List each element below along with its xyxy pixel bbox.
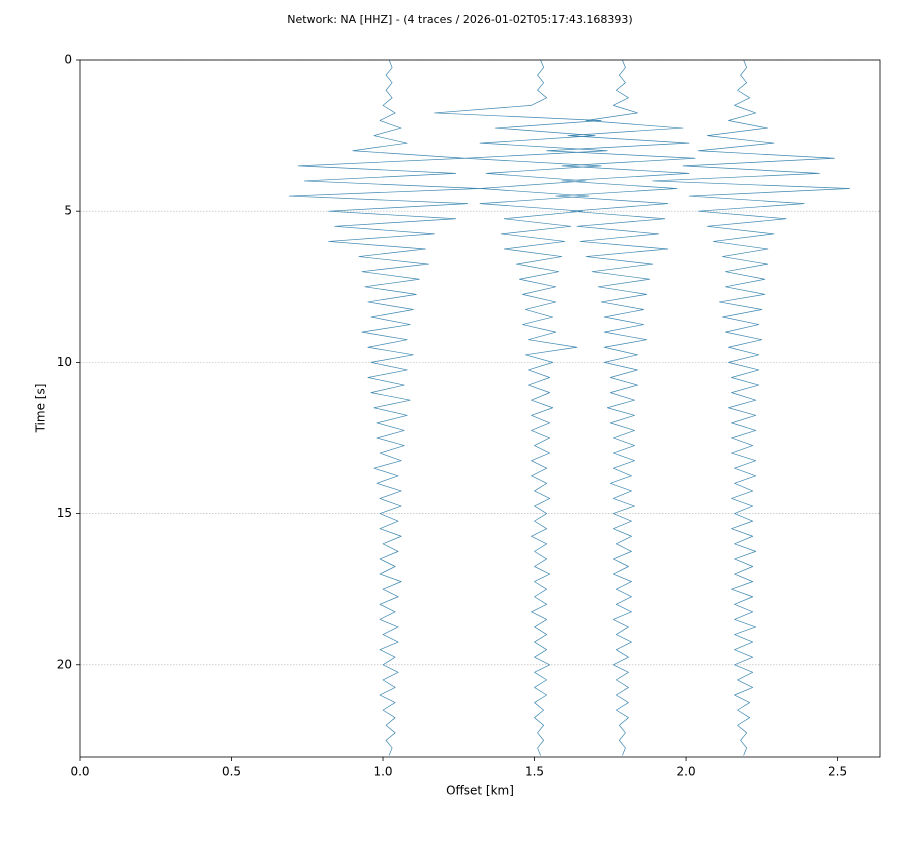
x-tick-label: 1.0 xyxy=(373,765,392,779)
x-axis-label: Offset [km] xyxy=(446,784,514,798)
trace xyxy=(288,59,481,756)
y-tick-label: 10 xyxy=(57,355,72,369)
y-axis-label: Time [s] xyxy=(34,384,48,434)
trace xyxy=(546,59,696,756)
x-tick-label: 0.0 xyxy=(70,765,89,779)
x-tick-label: 2.0 xyxy=(677,765,696,779)
y-tick-label: 15 xyxy=(57,506,72,520)
trace-line xyxy=(434,59,608,756)
trace xyxy=(652,59,851,756)
plot-frame xyxy=(79,59,881,758)
trace-line xyxy=(546,59,696,756)
x-tick-label: 2.5 xyxy=(828,765,847,779)
x-tick-label: 1.5 xyxy=(525,765,544,779)
y-tick-label: 20 xyxy=(57,657,72,671)
chart-title: Network: NA [HHZ] - (4 traces / 2026-01-… xyxy=(287,13,632,26)
trace-line xyxy=(288,59,481,756)
trace-line xyxy=(652,59,851,756)
x-tick-label: 0.5 xyxy=(222,765,241,779)
y-tick-label: 0 xyxy=(64,53,72,67)
y-tick-label: 5 xyxy=(64,204,72,218)
trace xyxy=(434,59,608,756)
